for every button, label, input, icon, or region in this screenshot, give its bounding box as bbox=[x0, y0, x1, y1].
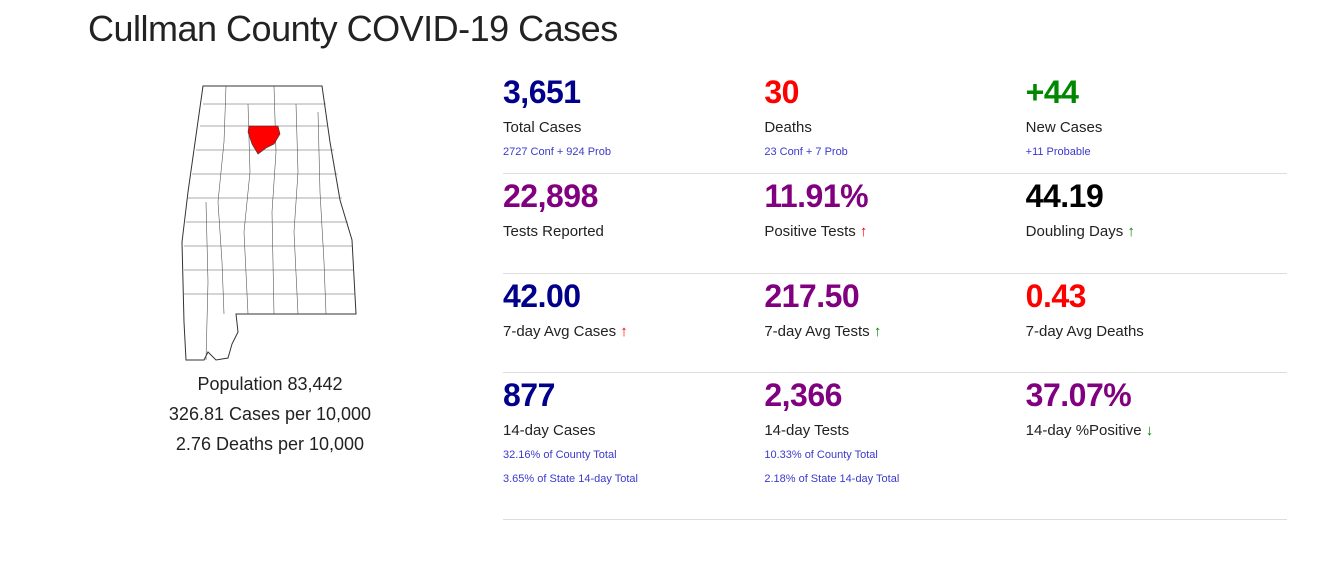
stat-value: 30 bbox=[764, 74, 799, 110]
stat-card: 37.07% 14-day %Positive ↓ bbox=[1026, 373, 1287, 519]
stat-label-text: Total Cases bbox=[503, 119, 582, 136]
stat-value: 3,651 bbox=[503, 74, 581, 110]
stat-value: 11.91% bbox=[764, 178, 869, 214]
cullman-county-highlight bbox=[247, 125, 281, 155]
stats-row: 877 14-day Cases 32.16% of County Total 3.6… bbox=[503, 373, 1287, 520]
stat-card: 0.43 7-day Avg Deaths bbox=[1026, 274, 1287, 372]
alabama-county-map bbox=[181, 85, 357, 361]
stat-card: 2,366 14-day Tests 10.33% of County Total 2… bbox=[764, 373, 1025, 519]
stat-subtext: 10.33% of County Total bbox=[764, 449, 878, 461]
stat-card: 44.19 Doubling Days ↑ bbox=[1026, 174, 1287, 273]
stat-subtext: 3.65% of State 14-day Total bbox=[503, 473, 638, 485]
stat-card: 217.50 7-day Avg Tests ↑ bbox=[764, 274, 1025, 372]
stat-label-text: Doubling Days bbox=[1025, 223, 1124, 240]
stat-label-text: 7-day Avg Deaths bbox=[1025, 323, 1144, 340]
arrow-up-icon: ↑ bbox=[869, 323, 882, 340]
stats-row: 3,651 Total Cases 2727 Conf + 924 Prob 30 De… bbox=[503, 70, 1287, 174]
stat-subtext: 23 Conf + 7 Prob bbox=[764, 146, 848, 158]
stat-card: 11.91% Positive Tests ↑ bbox=[764, 174, 1025, 273]
stats-row: 42.00 7-day Avg Cases ↑ 217.50 7-day Avg Te… bbox=[503, 274, 1287, 373]
stat-label: Positive Tests ↑ bbox=[764, 222, 1025, 242]
arrow-up-icon: ↑ bbox=[855, 223, 868, 240]
stat-label: Deaths bbox=[764, 118, 1025, 138]
stats-grid: 3,651 Total Cases 2727 Conf + 924 Prob 30 De… bbox=[503, 70, 1287, 520]
stat-value: 22,898 bbox=[503, 178, 598, 214]
stat-card: 30 Deaths 23 Conf + 7 Prob bbox=[764, 70, 1025, 173]
stat-value: 44.19 bbox=[1025, 178, 1104, 214]
stat-label-text: Positive Tests bbox=[764, 223, 856, 240]
stat-label-text: 14-day Tests bbox=[764, 422, 850, 439]
population: Population 83,442 bbox=[197, 374, 343, 394]
stat-value: 42.00 bbox=[503, 278, 581, 314]
stats-row: 22,898 Tests Reported 11.91% Positive Tests… bbox=[503, 174, 1287, 274]
stat-label: 7-day Avg Tests ↑ bbox=[764, 322, 1025, 342]
stat-label: Total Cases bbox=[503, 118, 764, 138]
stat-label-text: 7-day Avg Tests bbox=[764, 323, 870, 340]
arrow-up-icon: ↑ bbox=[616, 323, 628, 340]
stat-card: 22,898 Tests Reported bbox=[503, 174, 764, 273]
stat-subtext: +11 Probable bbox=[1025, 146, 1091, 158]
stat-label: 14-day Cases bbox=[503, 421, 764, 441]
stat-label-text: New Cases bbox=[1025, 119, 1103, 136]
stat-label: 7-day Avg Cases ↑ bbox=[503, 322, 764, 342]
stat-value: 37.07% bbox=[1025, 377, 1132, 413]
stat-card: 42.00 7-day Avg Cases ↑ bbox=[503, 274, 764, 372]
arrow-down-icon: ↓ bbox=[1141, 422, 1154, 439]
deaths-per-10000: 2.76 Deaths per 10,000 bbox=[175, 434, 365, 454]
stat-value: 2,366 bbox=[764, 377, 842, 413]
stat-label-text: Deaths bbox=[764, 119, 812, 136]
stat-subtext: 2727 Conf + 924 Prob bbox=[503, 146, 611, 158]
stat-label: Tests Reported bbox=[503, 222, 764, 242]
arrow-up-icon: ↑ bbox=[1123, 223, 1135, 240]
stat-label: 14-day %Positive ↓ bbox=[1026, 421, 1287, 441]
stat-subtext: 2.18% of State 14-day Total bbox=[764, 473, 900, 485]
stat-label-text: Tests Reported bbox=[503, 223, 604, 240]
stat-card: +44 New Cases +11 Probable bbox=[1026, 70, 1287, 173]
stat-label-text: 14-day Cases bbox=[503, 422, 596, 439]
stat-label: New Cases bbox=[1026, 118, 1287, 138]
page-title: Cullman County COVID-19 Cases bbox=[88, 8, 618, 49]
stat-value: 877 bbox=[503, 377, 555, 413]
cases-per-10000: 326.81 Cases per 10,000 bbox=[168, 404, 372, 424]
stat-value: +44 bbox=[1025, 74, 1079, 110]
stat-subtext: 32.16% of County Total bbox=[503, 449, 617, 461]
stat-card: 3,651 Total Cases 2727 Conf + 924 Prob bbox=[503, 70, 764, 173]
stat-label-text: 7-day Avg Cases bbox=[503, 323, 617, 340]
stat-label-text: 14-day %Positive bbox=[1025, 422, 1142, 439]
stat-card: 877 14-day Cases 32.16% of County Total 3.6… bbox=[503, 373, 764, 519]
stat-value: 0.43 bbox=[1025, 278, 1087, 314]
stat-label: 14-day Tests bbox=[764, 421, 1025, 441]
stat-label: Doubling Days ↑ bbox=[1026, 222, 1287, 242]
stat-value: 217.50 bbox=[764, 278, 860, 314]
stat-label: 7-day Avg Deaths bbox=[1026, 322, 1287, 342]
alabama-outline bbox=[181, 85, 357, 361]
